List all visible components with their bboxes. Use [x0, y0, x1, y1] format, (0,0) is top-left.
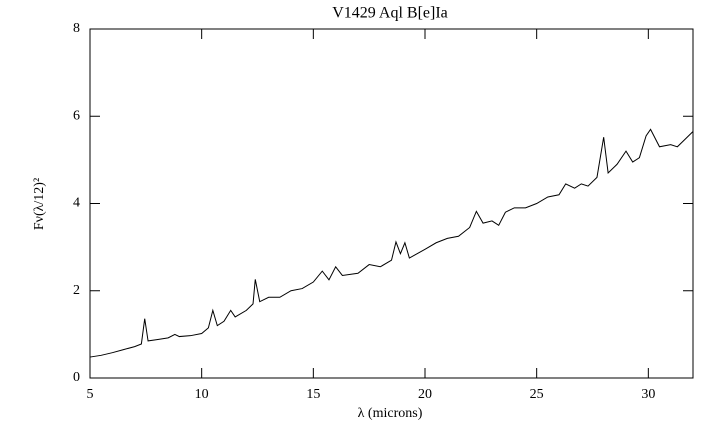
x-tick-label: 30 [641, 387, 655, 402]
x-tick-label: 5 [87, 387, 94, 402]
x-tick-label: 20 [418, 387, 432, 402]
y-axis-label: Fν(λ/12)² [32, 178, 47, 230]
plot-frame [89, 28, 694, 379]
y-tick-label: 2 [73, 283, 80, 298]
x-tick-label: 25 [530, 387, 544, 402]
spectrum-line [89, 128, 694, 358]
chart-title: V1429 Aql B[e]Ia [332, 5, 448, 22]
x-axis-label: λ (microns) [358, 406, 423, 421]
y-tick-label: 4 [73, 196, 80, 211]
y-tick-label: 8 [73, 21, 80, 36]
x-tick-label: 15 [306, 387, 320, 402]
y-tick-label: 6 [73, 108, 80, 123]
y-tick-label: 0 [73, 370, 80, 385]
x-tick-label: 10 [195, 387, 209, 402]
